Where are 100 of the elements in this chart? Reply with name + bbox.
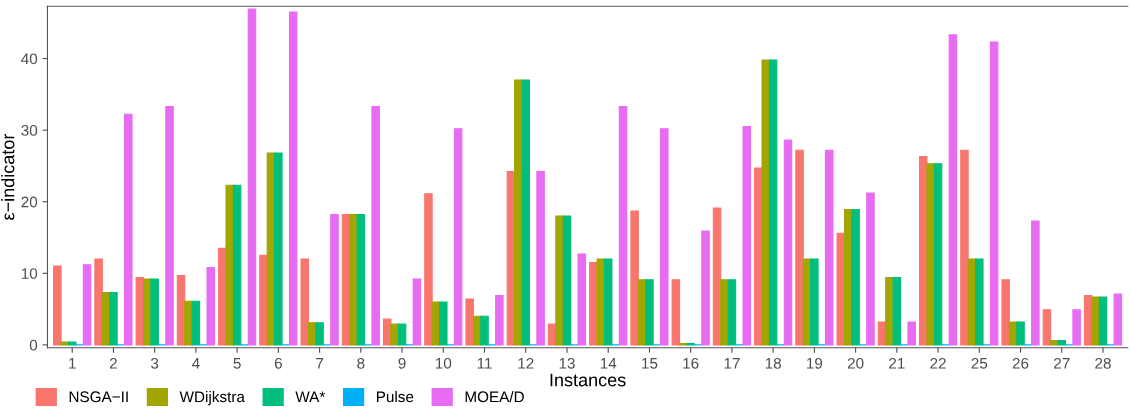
y-tick-label: 40 bbox=[21, 53, 38, 65]
x-tick-label: 10 bbox=[435, 357, 452, 369]
bar bbox=[948, 34, 958, 346]
bar bbox=[720, 279, 729, 346]
legend-label: WDijkstra bbox=[179, 390, 245, 406]
legend-label: Pulse bbox=[376, 390, 414, 403]
x-tick-label: 11 bbox=[477, 358, 492, 369]
bar bbox=[135, 277, 145, 346]
x-tick-label: 15 bbox=[642, 358, 658, 369]
y-tick-label: 0 bbox=[29, 339, 38, 351]
bar bbox=[191, 300, 201, 346]
bar bbox=[465, 298, 474, 346]
y-tick-label: 20 bbox=[21, 196, 38, 208]
bar bbox=[536, 171, 545, 346]
x-tick-label: 22 bbox=[930, 357, 946, 369]
x-tick-label: 20 bbox=[847, 357, 864, 369]
bar bbox=[300, 258, 310, 346]
bar bbox=[989, 41, 999, 346]
bar bbox=[851, 209, 860, 346]
bar bbox=[184, 300, 193, 346]
x-tick-label: 17 bbox=[724, 358, 740, 369]
y-axis-title: ε−indicator bbox=[1, 133, 15, 220]
y-tick-label: 10 bbox=[21, 268, 38, 279]
bar bbox=[330, 214, 339, 346]
bar bbox=[577, 253, 587, 346]
bar bbox=[810, 258, 819, 346]
bar bbox=[232, 184, 242, 346]
bar bbox=[1050, 340, 1059, 346]
bar bbox=[671, 279, 681, 346]
x-tick-label: 5 bbox=[233, 358, 241, 369]
bar bbox=[795, 149, 804, 346]
x-tick-label: 9 bbox=[398, 357, 406, 369]
bar bbox=[768, 59, 778, 346]
bar bbox=[60, 341, 70, 346]
legend-label: MOEA/D bbox=[465, 390, 524, 403]
bar bbox=[424, 193, 433, 346]
bar bbox=[412, 278, 422, 346]
bar bbox=[960, 149, 969, 346]
y-tick-label: 30 bbox=[21, 125, 38, 136]
x-tick-label: 26 bbox=[1012, 357, 1029, 369]
bar bbox=[907, 321, 916, 346]
x-tick-label: 19 bbox=[807, 357, 823, 369]
bar bbox=[206, 267, 216, 346]
bar bbox=[645, 279, 654, 346]
bar bbox=[356, 214, 366, 346]
x-axis-title: Instances bbox=[550, 373, 626, 387]
bar bbox=[165, 105, 174, 346]
bar bbox=[562, 215, 572, 346]
bar bbox=[1001, 279, 1010, 346]
bar bbox=[382, 318, 392, 346]
bar bbox=[866, 192, 875, 346]
bar bbox=[439, 301, 448, 346]
x-tick-label: 7 bbox=[316, 358, 324, 369]
bar bbox=[933, 163, 943, 346]
x-tick-label: 25 bbox=[971, 357, 988, 369]
bar bbox=[1031, 220, 1040, 346]
bar bbox=[824, 149, 834, 346]
bar bbox=[618, 105, 628, 346]
x-tick-label: 28 bbox=[1095, 357, 1111, 369]
bar bbox=[288, 11, 298, 346]
bar bbox=[480, 315, 489, 346]
x-tick-label: 4 bbox=[192, 358, 200, 369]
bar bbox=[495, 294, 504, 346]
x-tick-label: 18 bbox=[765, 357, 781, 369]
x-tick-label: 8 bbox=[357, 357, 365, 369]
x-tick-label: 13 bbox=[559, 357, 575, 369]
bar bbox=[67, 341, 77, 346]
bar bbox=[742, 126, 752, 346]
x-tick-label: 27 bbox=[1054, 357, 1070, 369]
legend-label: WA* bbox=[295, 391, 326, 403]
bar bbox=[701, 230, 710, 346]
bar bbox=[1016, 321, 1025, 346]
bar bbox=[397, 323, 407, 346]
bar bbox=[274, 152, 283, 346]
bar bbox=[82, 264, 92, 346]
bar bbox=[150, 278, 159, 346]
bar bbox=[124, 113, 133, 346]
bar bbox=[225, 184, 234, 346]
x-tick-label: 16 bbox=[683, 357, 699, 369]
x-tick-label: 2 bbox=[109, 357, 117, 369]
bar bbox=[247, 8, 257, 346]
x-tick-label: 21 bbox=[889, 357, 905, 369]
bar bbox=[783, 139, 793, 346]
bar bbox=[53, 265, 62, 346]
x-tick-label: 3 bbox=[151, 357, 159, 369]
bar bbox=[975, 258, 984, 346]
bar bbox=[926, 163, 935, 346]
bar bbox=[1091, 296, 1100, 346]
bar bbox=[596, 258, 606, 346]
bar bbox=[836, 232, 846, 346]
x-tick-label: 1 bbox=[69, 358, 76, 369]
bar bbox=[761, 59, 770, 346]
bar bbox=[555, 215, 564, 346]
bar bbox=[453, 128, 463, 346]
legend-label: NSGA−II bbox=[69, 391, 128, 403]
bar bbox=[521, 79, 531, 346]
x-tick-label: 14 bbox=[600, 358, 617, 369]
bar bbox=[1042, 309, 1052, 346]
bar bbox=[109, 292, 118, 346]
x-tick-label: 12 bbox=[518, 357, 534, 369]
